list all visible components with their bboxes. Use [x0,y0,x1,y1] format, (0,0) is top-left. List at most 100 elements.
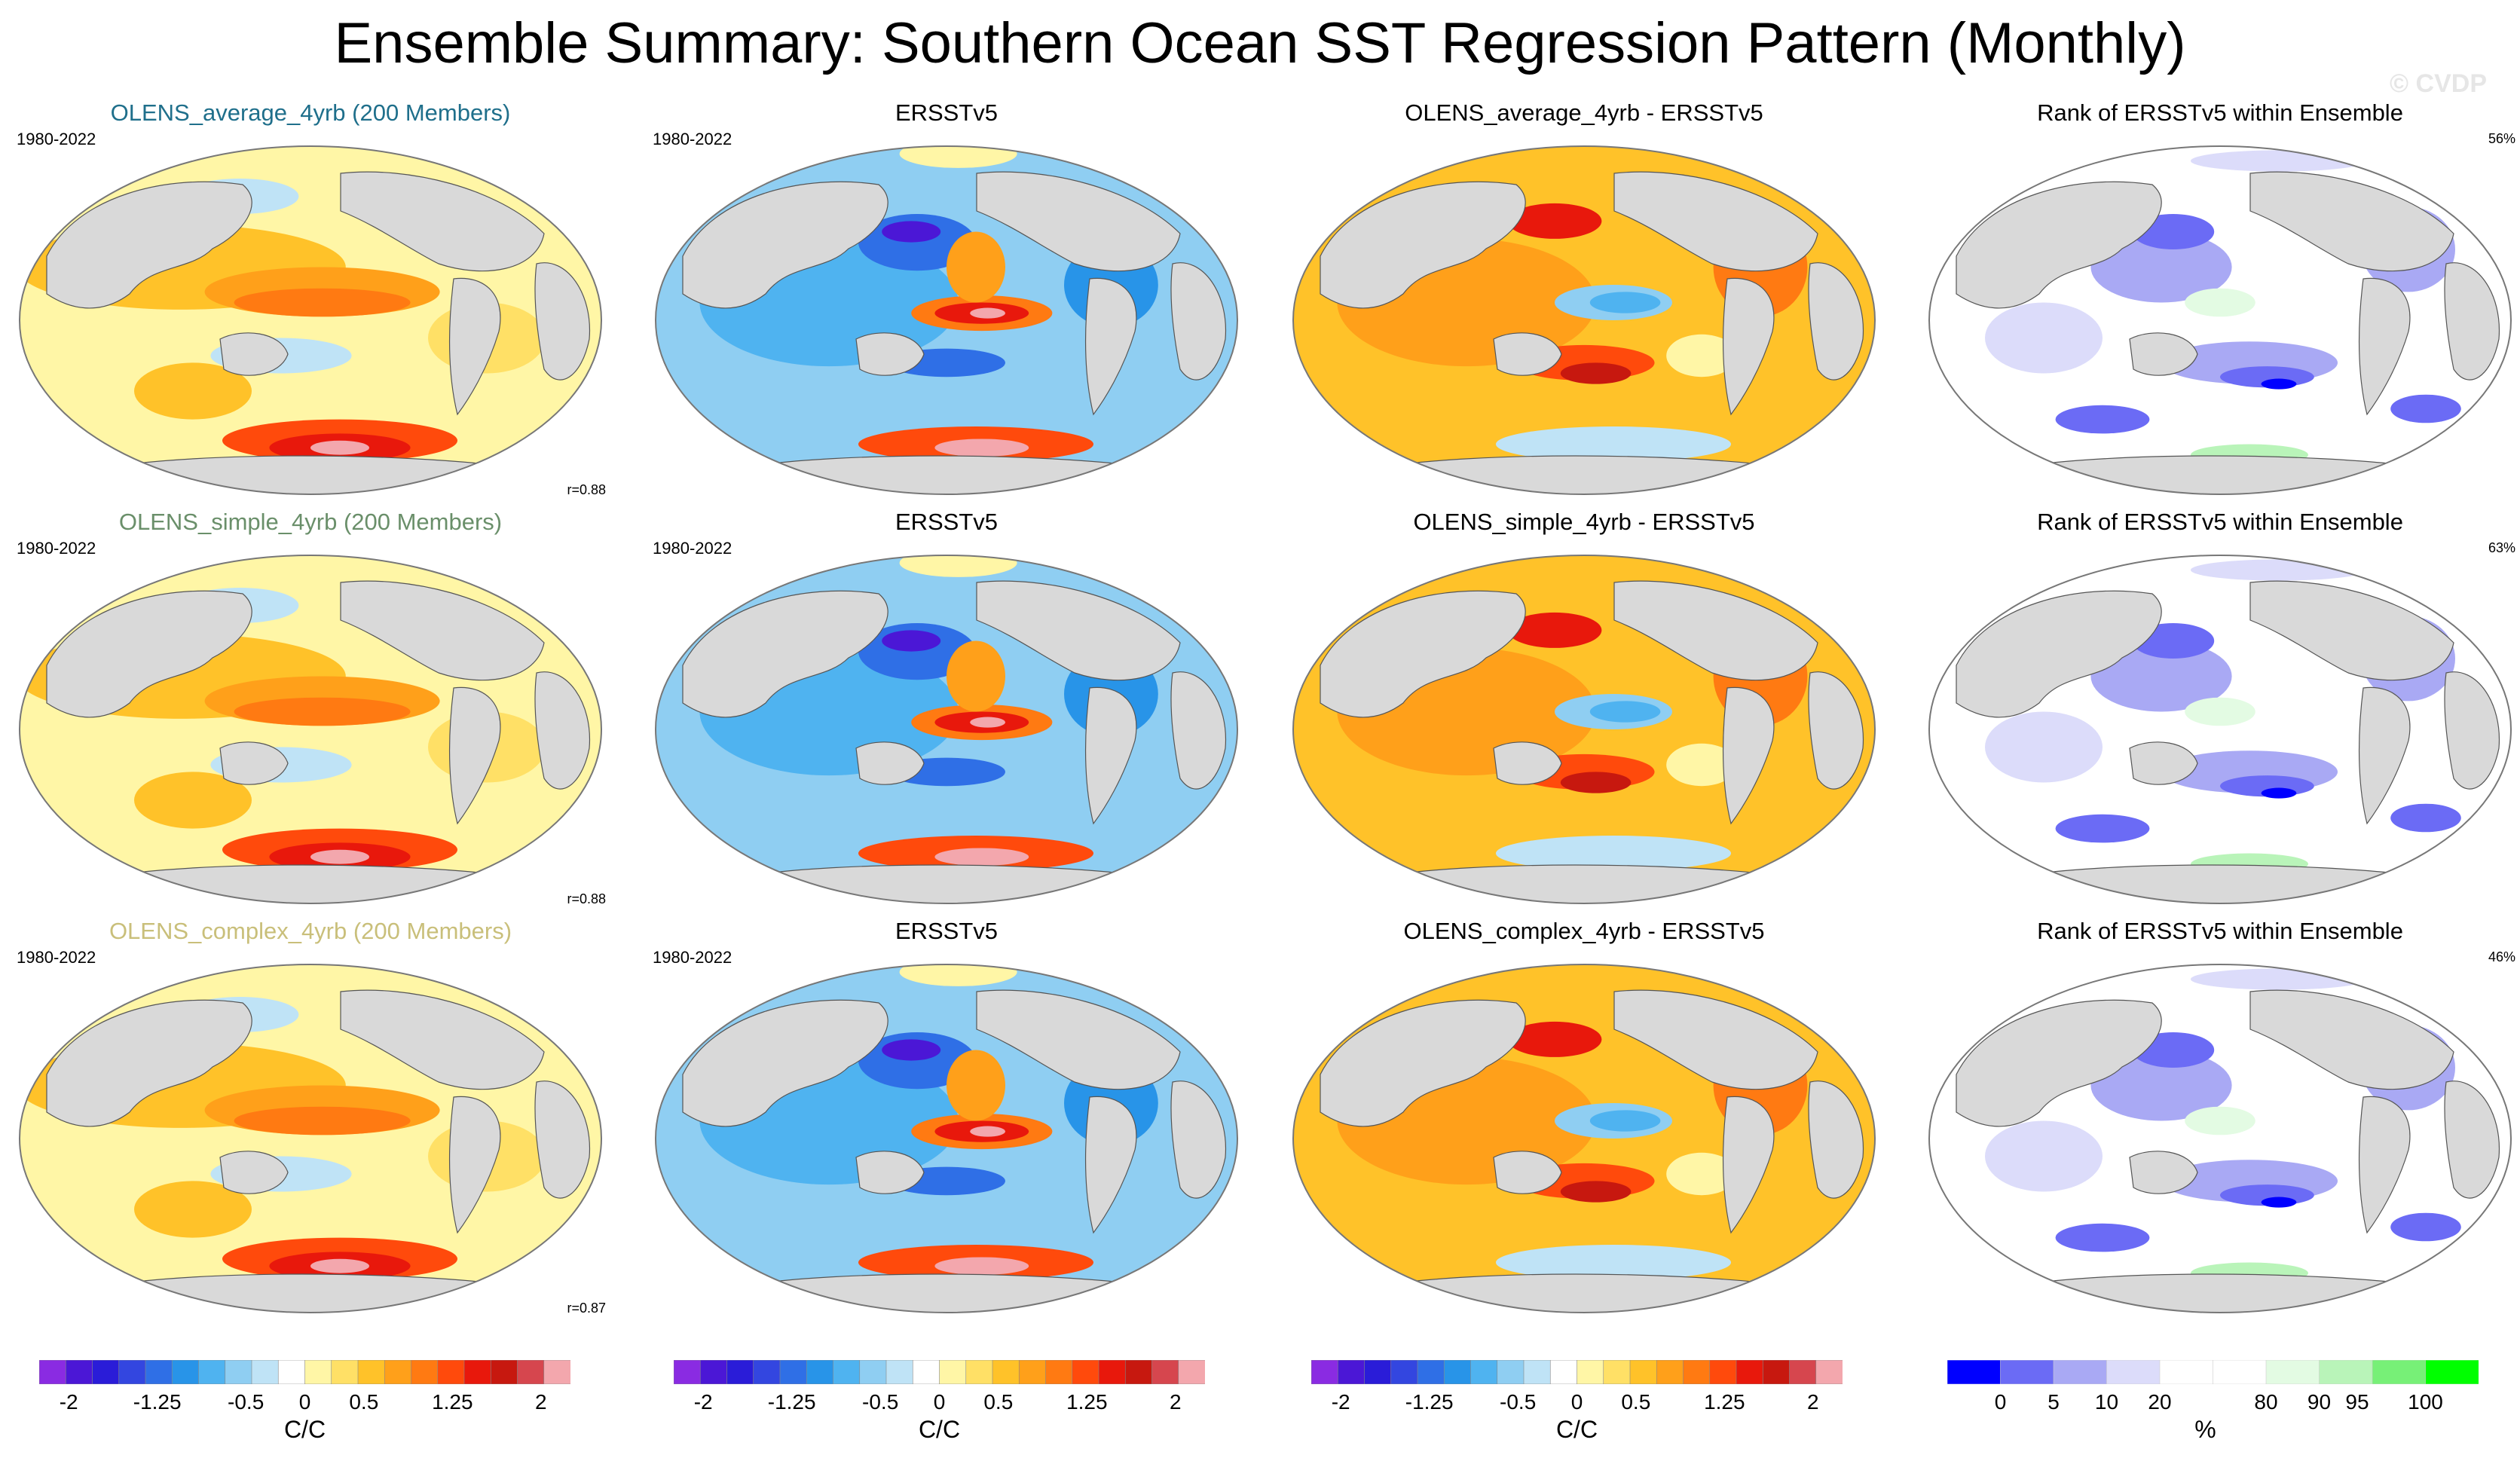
sst-anomaly-region [882,630,941,652]
colorbar-swatch [2000,1359,2054,1385]
colorbar-swatch [411,1359,439,1385]
colorbar-swatch [543,1359,571,1385]
colorbar-swatch [251,1359,280,1385]
colorbar-swatch [463,1359,492,1385]
land-mass [1722,1096,1775,1234]
sst-anomaly-region [1666,1152,1737,1196]
colorbar-swatch [1497,1359,1525,1385]
colorbar-swatch [1709,1359,1737,1385]
colorbar-swatch [65,1359,93,1385]
sst-anomaly-region [947,1050,1005,1121]
sst-anomaly-region [882,1039,941,1061]
pattern-correlation: r=0.88 [567,891,606,906]
rank-panel-title: Rank of ERSSTv5 within Ensemble [2037,509,2403,535]
land-mass [219,332,289,376]
period-label: 1980-2022 [653,130,732,148]
colorbar-swatch [1417,1359,1445,1385]
sst-anomaly-region [1560,772,1632,793]
colorbar-tick-label: 100 [2408,1390,2443,1414]
land-mass [1808,262,1864,381]
sst-anomaly-region [134,362,252,420]
sst-anomaly-region [1985,302,2103,374]
colorbar-swatch [490,1359,518,1385]
model-map [19,145,602,495]
sst-anomaly-region [1666,334,1737,377]
colorbar-swatch [1549,1359,1578,1385]
colorbar-swatch [1629,1359,1658,1385]
sst-anomaly-region [1496,836,1731,871]
land-mass [1613,171,1818,272]
colorbar-swatch [859,1359,887,1385]
diff-panel-title: OLENS_average_4yrb - ERSSTv5 [1405,99,1763,126]
land-mass [448,1096,501,1234]
obs-map [655,555,1238,904]
colorbar-swatch [1947,1359,2002,1385]
land-mass [534,1081,591,1199]
land-mass [1613,989,1818,1090]
diff-map [1292,555,1876,904]
page-title: Ensemble Summary: Southern Ocean SST Reg… [334,11,2186,75]
colorbar-swatch [2319,1359,2373,1385]
sst-colorbar-model: -2 -1.25 -0.5 0 0.5 1.25 2 C/C [38,1359,571,1443]
colorbar-tick-label: -1.25 [767,1390,816,1414]
sst-anomaly-region [2390,803,2461,833]
diff-panel-row-3: OLENS_complex_4yrb - ERSSTv5 [1290,916,1878,1323]
rank-percent: 46% [2488,949,2515,964]
colorbar-swatch [92,1359,120,1385]
colorbar-swatch [2213,1359,2267,1385]
map-boundary [1928,145,2512,495]
land-mass [46,590,252,718]
colorbar-swatch [225,1359,252,1385]
colorbar-swatch [912,1359,940,1385]
colorbar-tick-label: 0 [933,1390,946,1414]
sst-anomaly-region [934,848,1029,866]
land-mass [448,686,501,825]
sst-anomaly-region [882,221,941,243]
land-mass [2358,1096,2411,1234]
sst-anomaly-region [2185,1106,2255,1136]
rank-map [1928,964,2512,1313]
colorbar-tick-label: 1.25 [1066,1390,1108,1414]
colorbar-tick-label: 2 [535,1390,547,1414]
obs-map [655,964,1238,1313]
colorbar-swatch [1789,1359,1817,1385]
colorbar-tick-label: -0.5 [1500,1390,1537,1414]
colorbar-swatch [2372,1359,2427,1385]
land-mass [1084,686,1137,825]
colorbar-swatch [1603,1359,1631,1385]
land-mass [1808,1081,1864,1199]
colorbar-swatch [384,1359,412,1385]
sst-anomaly-region [2090,231,2232,303]
colorbar-tick-label: -1.25 [133,1390,182,1414]
land-mass [340,171,545,272]
colorbar-tick-label: 0.5 [349,1390,379,1414]
sst-anomaly-region [2055,1223,2150,1252]
sst-anomaly-region [2191,968,2367,990]
colorbar-tick-label: 90 [2307,1390,2332,1414]
colorbar-swatch [1045,1359,1073,1385]
land-mass [340,580,545,681]
land-mass [219,741,289,785]
sst-anomaly-region [2090,1050,2232,1121]
land-mass [2444,262,2500,381]
land-mass [1170,671,1227,790]
colorbar-swatch [939,1359,967,1385]
sst-anomaly-region [934,439,1029,457]
land-mass [1084,1096,1137,1234]
colorbar-swatch [437,1359,465,1385]
land-mass [1808,671,1864,790]
sst-colorbar-diff: -2 -1.25 -0.5 0 0.5 1.25 2 C/C [1310,1359,1843,1443]
period-label: 1980-2022 [17,948,96,967]
sst-anomaly-region [1507,612,1602,648]
colorbar-swatch [145,1359,173,1385]
land-mass [855,741,925,785]
sst-anomaly-region [234,1106,411,1136]
land-mass [534,262,591,381]
sst-anomaly-region [1560,1181,1632,1203]
model-map [19,555,602,904]
map-boundary [655,145,1238,495]
sst-anomaly-region [310,849,369,864]
map-boundary [655,555,1238,904]
colorbar-swatch [198,1359,226,1385]
sst-anomaly-region [2191,150,2367,172]
